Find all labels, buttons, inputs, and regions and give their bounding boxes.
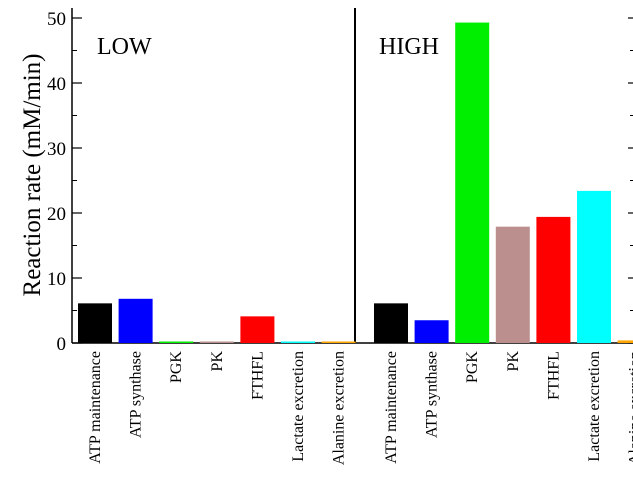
y-tick-label: 0 <box>57 334 67 355</box>
category-label: PGK <box>168 351 185 383</box>
panel-title: LOW <box>97 34 152 60</box>
bar <box>78 303 112 343</box>
category-label: PK <box>209 351 226 372</box>
bar <box>281 341 315 343</box>
bar <box>536 216 571 343</box>
y-tick-label: 10 <box>47 269 66 290</box>
bar <box>199 341 234 343</box>
category-label: FTHFL <box>249 351 266 400</box>
category-label: Lactate excretion <box>290 351 307 462</box>
bar <box>617 340 633 343</box>
category-label: ATP synthase <box>128 351 145 438</box>
bar <box>414 320 449 343</box>
bar <box>495 226 530 343</box>
bar <box>577 190 611 343</box>
category-label: Alanine excretion <box>331 351 348 465</box>
category-label: Lactate excretion <box>586 351 603 462</box>
bar <box>455 22 490 344</box>
bar <box>374 303 408 343</box>
category-label: ATP maintenance <box>383 351 400 464</box>
bar <box>321 341 356 343</box>
y-tick-label: 40 <box>47 74 66 95</box>
category-label: ATP maintenance <box>87 351 104 464</box>
y-axis-label: Reaction rate (mM/min) <box>19 54 46 297</box>
y-tick-label: 30 <box>47 139 66 160</box>
labels: 0 10 20 30 40 50 LOW ATP maintenance ATP synthas… <box>47 9 633 465</box>
category-label: ATP synthase <box>424 351 441 438</box>
y-tick-label: 50 <box>47 9 66 30</box>
bar <box>159 341 194 343</box>
bar <box>118 298 153 343</box>
bar <box>240 316 275 343</box>
panel-title: HIGH <box>379 34 439 60</box>
category-label: PK <box>505 351 522 372</box>
category-label: PGK <box>464 351 481 383</box>
category-label: Alanine excretion <box>627 351 633 465</box>
bars <box>78 22 633 344</box>
category-label: FTHFL <box>545 351 562 400</box>
y-tick-label: 20 <box>47 204 66 225</box>
